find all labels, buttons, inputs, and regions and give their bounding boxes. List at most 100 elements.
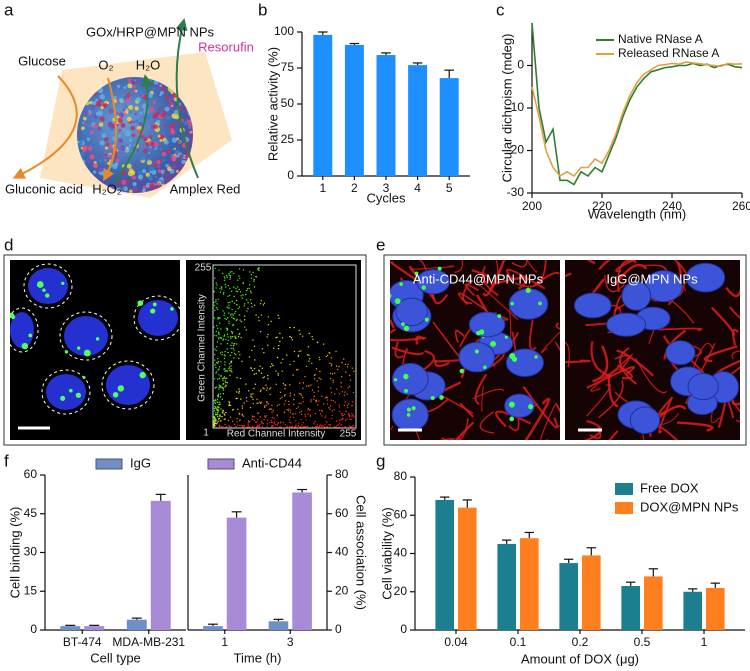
scatter-dot bbox=[289, 416, 292, 418]
scatter-dot bbox=[298, 329, 300, 332]
scatter-dot bbox=[219, 396, 222, 398]
scatter-dot bbox=[334, 393, 336, 395]
speck bbox=[167, 177, 171, 180]
scatter-dot bbox=[213, 304, 216, 306]
scatter-dot bbox=[215, 299, 217, 301]
scatter-dot bbox=[238, 288, 240, 291]
scatter-dot bbox=[224, 377, 227, 380]
y-axis-title: Cell viability (%) bbox=[379, 507, 394, 599]
scatter-dot bbox=[238, 357, 240, 360]
scatter-dot bbox=[289, 335, 291, 338]
scatter-dot bbox=[277, 348, 280, 350]
speck bbox=[147, 92, 153, 98]
scatter-dot bbox=[230, 362, 232, 364]
scatter-dot bbox=[277, 374, 279, 376]
speck bbox=[131, 175, 137, 180]
scatter-dot bbox=[346, 418, 348, 420]
scatter-dot bbox=[316, 425, 318, 428]
speck bbox=[92, 142, 95, 145]
scatter-dot bbox=[260, 314, 263, 316]
membrane bbox=[482, 260, 506, 297]
scatter-dot bbox=[214, 309, 216, 312]
speck bbox=[148, 166, 154, 172]
y-tick-label: 75 bbox=[281, 60, 295, 74]
speck bbox=[142, 188, 147, 193]
scatter-dot bbox=[281, 370, 283, 372]
scatter-dot bbox=[214, 277, 216, 279]
scatter-dot bbox=[311, 362, 313, 365]
scatter-dot bbox=[217, 298, 219, 300]
membrane bbox=[565, 341, 570, 368]
speck bbox=[131, 81, 135, 85]
scatter-dot bbox=[248, 426, 251, 428]
legend-label: Free DOX bbox=[640, 480, 699, 495]
membrane bbox=[540, 331, 560, 354]
speck bbox=[135, 119, 139, 124]
speck bbox=[99, 116, 105, 122]
scatter-dot bbox=[247, 423, 249, 426]
scatter-dot bbox=[331, 414, 333, 417]
scatter-dot bbox=[213, 407, 216, 410]
scatter-dot bbox=[290, 337, 293, 339]
speck bbox=[153, 141, 159, 147]
y-axis-title: Cell binding (%) bbox=[7, 507, 22, 599]
scatter-dot bbox=[310, 400, 312, 403]
scatter-dot bbox=[214, 334, 216, 337]
scatter-dot bbox=[257, 412, 259, 415]
scatter-dot bbox=[283, 403, 286, 405]
scatter-dot bbox=[223, 368, 225, 370]
scatter-dot bbox=[219, 291, 222, 293]
scatter-dot bbox=[332, 400, 335, 402]
scatter-dot bbox=[273, 421, 276, 424]
scatter-dot bbox=[213, 421, 216, 424]
speck bbox=[132, 181, 137, 187]
scatter-dot bbox=[215, 282, 217, 284]
scatter-dot bbox=[248, 284, 251, 286]
legend-label: Native RNase A bbox=[618, 32, 703, 46]
scatter-dot bbox=[289, 392, 292, 394]
scatter-dot bbox=[243, 326, 246, 328]
scheme-label: O₂ bbox=[98, 57, 113, 72]
scatter-dot bbox=[217, 338, 220, 340]
speck bbox=[179, 154, 183, 158]
scatter-dot bbox=[329, 352, 331, 354]
y-axis-title: Cell association (%) bbox=[354, 495, 369, 610]
legend-label: Released RNase A bbox=[618, 46, 719, 60]
scatter-dot bbox=[227, 317, 229, 319]
speck bbox=[84, 146, 88, 150]
speck bbox=[77, 142, 82, 147]
plot-frame bbox=[212, 264, 357, 429]
green-dot bbox=[509, 353, 516, 359]
membrane bbox=[438, 437, 455, 440]
scatter-dot bbox=[279, 397, 281, 400]
scatter-dot bbox=[227, 351, 229, 354]
speck bbox=[127, 83, 133, 89]
scatter-dot bbox=[288, 408, 290, 410]
scatter-dot bbox=[240, 295, 242, 297]
scatter-dot bbox=[257, 316, 260, 319]
scatter-dot bbox=[227, 284, 230, 287]
green-dot bbox=[525, 287, 531, 294]
speck bbox=[181, 159, 186, 165]
scatter-dot bbox=[243, 319, 246, 321]
speck bbox=[154, 163, 158, 167]
scatter-dot bbox=[239, 377, 242, 380]
scatter-dot bbox=[287, 400, 290, 403]
scatter-dot bbox=[260, 420, 263, 423]
scatter-dot bbox=[316, 423, 318, 426]
scatter-dot bbox=[216, 308, 219, 311]
bar bbox=[621, 586, 640, 630]
scatter-dot bbox=[247, 426, 250, 428]
speck bbox=[163, 139, 169, 145]
scatter-dot bbox=[218, 417, 220, 420]
speck bbox=[117, 117, 123, 124]
speck bbox=[132, 85, 136, 89]
scatter-dot bbox=[217, 333, 220, 335]
scatter-dot bbox=[214, 348, 216, 350]
scatter-dot bbox=[223, 413, 225, 415]
green-dot bbox=[406, 413, 411, 417]
membrane bbox=[522, 385, 559, 429]
scatter-dot bbox=[218, 374, 220, 376]
scatter-dot bbox=[255, 314, 257, 316]
speck bbox=[116, 158, 120, 163]
